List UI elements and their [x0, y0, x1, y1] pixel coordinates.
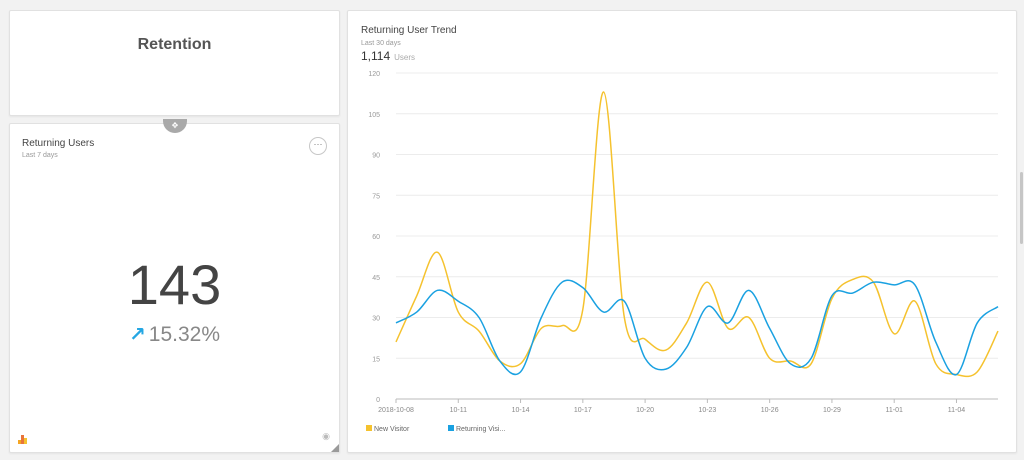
y-tick-label: 120 [368, 71, 380, 78]
legend-swatch [448, 425, 454, 431]
y-tick-label: 75 [372, 193, 380, 200]
retention-title: Retention [137, 36, 212, 53]
retention-card: Retention [9, 10, 340, 116]
x-tick-label: 10-29 [823, 407, 841, 414]
returning-user-trend-card: Returning User Trend Last 30 days 1,114 U… [347, 10, 1017, 453]
y-tick-label: 45 [372, 275, 380, 282]
trend-total-unit: Users [394, 53, 416, 62]
move-icon[interactable]: ✥ [163, 119, 187, 133]
trend-up-icon: ↗ [129, 324, 146, 346]
comment-icon[interactable]: ◉ [322, 431, 330, 441]
x-tick-label: 10-20 [636, 407, 654, 414]
change-indicator: ↗ 15.32% [10, 322, 339, 347]
x-tick-label: 10-11 [450, 407, 467, 414]
returning-users-subtitle: Last 7 days [22, 152, 58, 159]
series-line-returning-visitor [395, 279, 999, 376]
legend-label: Returning Visi... [456, 426, 505, 433]
y-tick-label: 15 [372, 356, 380, 363]
bar-chart-icon[interactable] [18, 435, 28, 444]
trend-total-value: 1,114 [361, 49, 391, 63]
scrollbar[interactable] [1020, 172, 1023, 244]
x-tick-label: 10-23 [698, 407, 716, 414]
line-chart: 0 15 30 45 60 75 90 105 120 2018-10-08 10-11 10-14 1… [366, 71, 999, 433]
resize-icon[interactable] [331, 444, 339, 452]
y-tick-label: 105 [368, 112, 380, 119]
x-tick-label: 10-17 [574, 407, 592, 414]
returning-users-title: Returning Users [22, 138, 95, 149]
more-icon[interactable]: ··· [309, 137, 327, 155]
y-tick-label: 30 [372, 316, 380, 323]
x-tick-label: 2018-10-08 [378, 407, 414, 414]
legend-swatch [366, 425, 372, 431]
y-tick-label: 60 [372, 234, 380, 241]
trend-title: Returning User Trend [361, 25, 457, 36]
trend-subtitle: Last 30 days [361, 40, 401, 47]
change-percentage: 15.32% [148, 323, 220, 346]
x-tick-label: 11-01 [886, 407, 903, 414]
returning-users-card: ✥ Returning Users Last 7 days ··· 143 ↗ 1… [9, 119, 340, 453]
y-tick-label: 0 [376, 397, 380, 404]
x-tick-label: 11-04 [948, 407, 965, 414]
x-tick-label: 10-26 [761, 407, 779, 414]
legend-label: New Visitor [374, 426, 410, 433]
x-tick-label: 10-14 [512, 407, 530, 414]
trend-total: 1,114 Users [361, 49, 415, 63]
y-tick-label: 90 [372, 153, 380, 160]
returning-users-value: 143 [127, 253, 222, 316]
